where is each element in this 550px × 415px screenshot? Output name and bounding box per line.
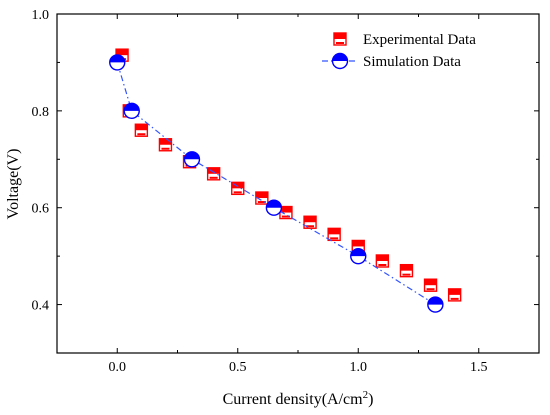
simulation-point [123, 102, 140, 120]
y-axis-title: Voltage(V) [5, 149, 22, 220]
plot-frame [56, 13, 540, 354]
simulation-line [116, 62, 436, 306]
x-axis-title-superscript: 2 [363, 389, 369, 401]
legend-label-simulation: Simulation Data [363, 54, 461, 70]
axis-tick-labels: 0.0 0.5 1.0 1.5 0.4 0.6 0.8 1.0 [32, 8, 488, 375]
simulation-point [427, 296, 444, 313]
legend-entry-simulation: Simulation Data [322, 52, 461, 70]
experimental-point [303, 215, 317, 229]
y-tick-label: 0.8 [32, 105, 50, 120]
legend-square-marker [333, 32, 347, 46]
series-simulation [109, 54, 444, 313]
legend-circle-marker [331, 52, 349, 70]
legend-marker-experimental [333, 32, 347, 46]
experimental-point [206, 167, 221, 181]
experimental-point [447, 288, 462, 302]
experimental-point [375, 254, 390, 268]
simulation-point [109, 54, 126, 71]
experimental-point [327, 227, 341, 242]
legend-label-experimental: Experimental Data [363, 32, 476, 48]
y-tick-label: 0.4 [32, 299, 50, 314]
y-tick-label: 1.0 [32, 8, 50, 23]
legend-entry-experimental: Experimental Data [333, 32, 476, 48]
x-tick-label: 1.5 [470, 360, 488, 375]
simulation-point [183, 151, 201, 168]
experimental-point [134, 123, 149, 137]
y-tick-label: 0.6 [32, 202, 50, 217]
series-layer [109, 48, 462, 313]
legend-marker-simulation [331, 52, 349, 70]
x-tick-label: 1.0 [350, 360, 368, 375]
simulation-point [265, 199, 283, 216]
axis-ticks [56, 13, 540, 354]
simulation-point [350, 247, 367, 265]
series-experimental [115, 48, 462, 302]
experimental-point [158, 138, 173, 152]
x-axis-title: Current density(A/cm2) [223, 389, 374, 408]
x-tick-label: 0.5 [229, 360, 247, 375]
experimental-point [399, 263, 414, 278]
legend: Experimental Data Simulation Data [322, 32, 476, 70]
experimental-point [423, 278, 438, 292]
x-tick-label: 0.0 [109, 360, 127, 375]
x-axis-title-end: ) [368, 391, 373, 408]
experimental-point [231, 181, 245, 196]
